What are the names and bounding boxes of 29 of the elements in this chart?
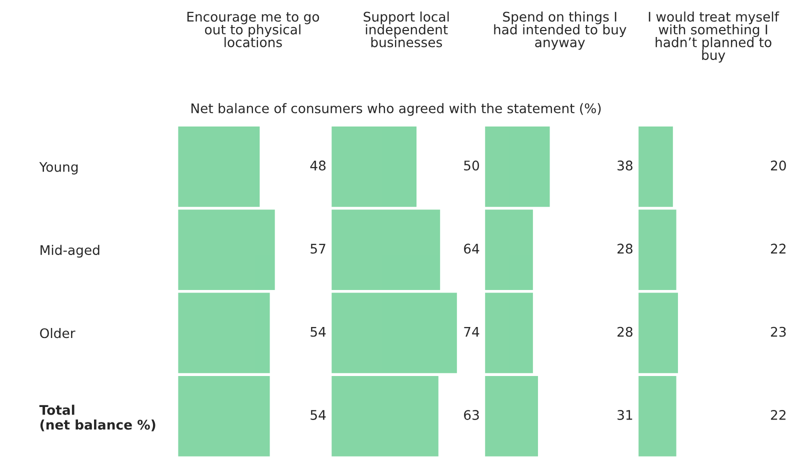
text: I would treat myself with something I hadn’t planned to buy (648, 12, 780, 63)
chart-title: Support local independent businesses (364, 12, 449, 48)
y-tick-label: Total (net balance %) (39, 404, 156, 432)
data-label: 20 (770, 160, 786, 171)
data-label: 57 (310, 244, 326, 254)
text: Net balance of consumers who agreed with the statement (%) (191, 103, 601, 116)
y-tick-label: Young (39, 162, 78, 174)
data-label: 64 (464, 244, 480, 254)
data-label: 28 (618, 244, 632, 254)
bar (332, 376, 438, 456)
bar (332, 126, 417, 207)
data-label: 23 (770, 326, 786, 337)
data-label: 38 (618, 160, 632, 171)
chart-title: Spend on things I had intended to buy anyway (494, 12, 626, 50)
data-label: 48 (310, 160, 326, 171)
data-label: 54 (310, 410, 326, 420)
data-label: 22 (770, 244, 786, 254)
data-label: 54 (310, 327, 326, 337)
data-label: 50 (464, 160, 480, 171)
data-label: 63 (464, 410, 479, 420)
data-label: 74 (464, 327, 480, 337)
y-tick-label: Mid-aged (40, 244, 100, 258)
data-label: 28 (618, 326, 632, 337)
bar (332, 292, 457, 374)
y-tick-label: Older (40, 328, 76, 338)
bar (332, 210, 440, 290)
data-label: 31 (618, 410, 632, 420)
chart-title: Encourage me to go out to physical locations (187, 12, 320, 48)
data-label: 22 (770, 410, 786, 420)
